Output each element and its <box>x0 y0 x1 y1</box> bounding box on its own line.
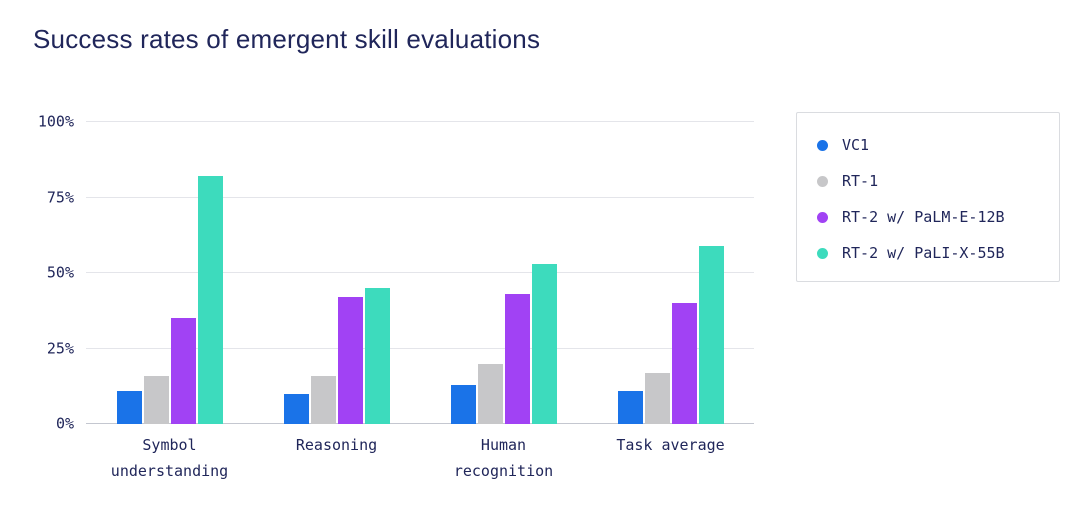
chart-title: Success rates of emergent skill evaluati… <box>33 24 541 54</box>
x-category-label: Reasoning <box>295 436 378 454</box>
y-tick-label: 50% <box>46 263 74 282</box>
legend-dot-icon <box>817 211 828 223</box>
bar <box>450 384 476 424</box>
bar <box>116 390 142 424</box>
y-tick-label: 0% <box>55 414 74 433</box>
y-tick-label: 100% <box>37 112 74 131</box>
bar <box>617 390 643 424</box>
bar <box>644 372 670 424</box>
gridline <box>86 196 754 198</box>
bar <box>197 176 223 424</box>
legend-label: VC1 <box>842 136 870 154</box>
bar <box>504 294 530 424</box>
bar-groups <box>86 122 754 424</box>
bar <box>337 297 363 424</box>
bar <box>364 288 390 424</box>
legend-item: RT-2 w/ PaLI-X-55B <box>797 235 1059 271</box>
legend-label: RT-2 w/ PaLI-X-55B <box>842 244 1005 262</box>
bar <box>477 363 503 424</box>
gridline <box>86 121 754 122</box>
gridline <box>86 272 754 273</box>
bar-group <box>587 122 754 424</box>
x-category-label: Task average <box>616 436 725 454</box>
bar-group <box>420 122 587 424</box>
x-axis: Symbol understanding Reasoning Human recog… <box>86 433 754 484</box>
x-category-label: Human recognition <box>453 436 554 480</box>
y-axis: 0% 25% 50% 75% 100% <box>0 114 74 431</box>
bar <box>143 375 169 424</box>
bar-group <box>253 122 420 424</box>
legend-dot-icon <box>817 247 828 259</box>
legend-dot-icon <box>817 175 828 187</box>
legend-item: RT-2 w/ PaLM-E-12B <box>797 199 1059 235</box>
bar <box>283 393 309 424</box>
bar <box>531 263 557 424</box>
legend-label: RT-1 <box>842 172 879 190</box>
legend-label: RT-2 w/ PaLM-E-12B <box>842 208 1005 226</box>
y-tick-label: 25% <box>46 339 74 357</box>
bar-group <box>86 122 253 424</box>
y-tick-label: 75% <box>46 188 74 206</box>
bar <box>170 318 196 424</box>
gridline <box>86 347 754 349</box>
legend-dot-icon <box>817 139 828 151</box>
bar <box>671 303 697 424</box>
bar <box>310 375 336 424</box>
legend-item: RT-1 <box>797 163 1059 199</box>
x-category-label: Symbol understanding <box>110 436 229 480</box>
legend-item: VC1 <box>797 127 1059 163</box>
plot-area <box>86 121 754 424</box>
bar <box>698 245 724 424</box>
x-axis-baseline <box>86 423 754 424</box>
legend: VC1 RT-1 RT-2 w/ PaLM-E-12B RT-2 w/ PaLI-X-… <box>796 112 1060 282</box>
